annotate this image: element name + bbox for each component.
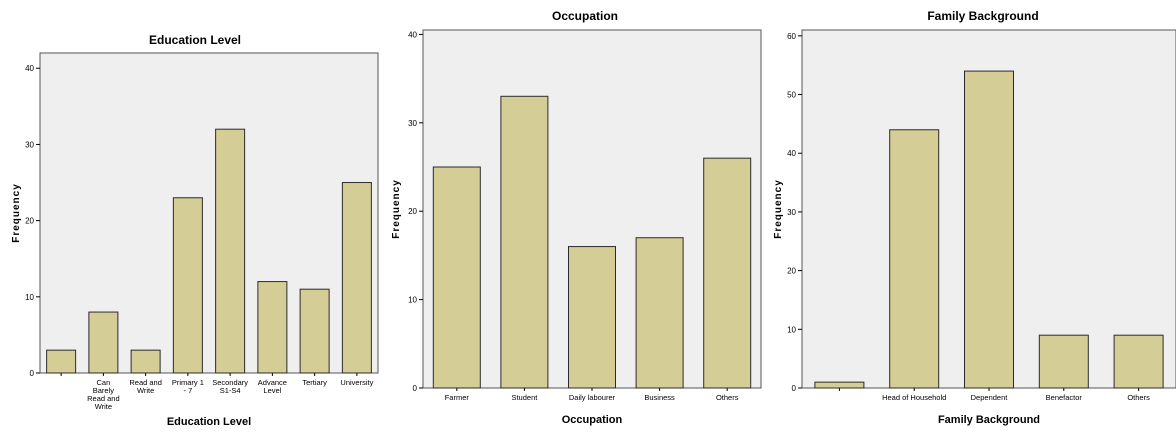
bar: [46, 349, 77, 374]
bar: [432, 166, 481, 389]
x-axis-label: Education Level: [167, 416, 251, 428]
bar: [172, 197, 203, 374]
x-tick-label: Daily labourer: [569, 393, 616, 402]
y-tick-label: 0: [30, 369, 35, 378]
y-tick-label: 0: [413, 384, 418, 393]
x-axis-tick-labels: Head of Household Dependent Benefactor Othe…: [838, 388, 1150, 402]
x-axis-tick-labels: Can Barely Read and Write Read and Write Prima…: [60, 373, 374, 411]
bar: [299, 288, 330, 374]
x-axis-label: Family Background: [938, 414, 1040, 426]
x-tick-label: Primary 1- 7: [172, 378, 204, 395]
bar: [341, 182, 372, 374]
bar: [215, 128, 246, 374]
x-axis-label: Occupation: [562, 414, 623, 426]
bar: [814, 381, 865, 389]
education-level-chart: Education Level 0 10 20 30 40 Can Barely Read …: [11, 33, 379, 428]
y-tick-label: 10: [787, 325, 796, 334]
chart-title: Family Background: [927, 9, 1038, 23]
bar: [257, 281, 288, 374]
y-tick-label: 20: [408, 207, 417, 216]
y-axis-ticks: 0 10 20 30 40: [25, 64, 40, 378]
y-axis-label: Frequency: [391, 179, 402, 239]
y-tick-label: 30: [408, 119, 417, 128]
x-tick-label: Dependent: [971, 393, 1009, 402]
y-tick-label: 20: [787, 267, 796, 276]
x-tick-label: Farmer: [445, 393, 470, 402]
x-tick-label: Can Barely Read and Write: [87, 378, 120, 411]
x-tick-label: Tertiary: [302, 378, 327, 387]
y-tick-label: 40: [25, 64, 34, 73]
y-axis-label: Frequency: [11, 183, 22, 243]
bar: [964, 70, 1014, 389]
chart-title: Occupation: [552, 9, 618, 23]
x-axis-tick-labels: Farmer Student Daily labourer Business Other…: [445, 388, 739, 402]
x-tick-label: Read and Write: [129, 378, 162, 395]
y-tick-label: 50: [787, 91, 796, 100]
y-tick-label: 60: [787, 32, 796, 41]
bar: [635, 237, 684, 389]
x-tick-label: Head of Household: [882, 393, 946, 402]
bars: [814, 70, 1164, 389]
y-tick-label: 30: [25, 140, 34, 149]
bar: [500, 95, 549, 389]
y-tick-label: 40: [787, 149, 796, 158]
bar: [1113, 334, 1164, 389]
y-tick-label: 20: [25, 217, 34, 226]
x-tick-label: Secondary S1-S4: [212, 378, 248, 395]
y-axis-ticks: 0 10 20 30 40: [408, 30, 423, 393]
x-tick-label: Advance Level: [258, 378, 287, 395]
x-tick-label: Others: [716, 393, 739, 402]
y-tick-label: 10: [25, 293, 34, 302]
bar: [703, 157, 752, 389]
x-tick-label: University: [340, 378, 373, 387]
bar: [130, 349, 161, 374]
bar: [889, 129, 940, 389]
bars: [432, 95, 752, 389]
bar: [1038, 334, 1089, 389]
x-tick-label: Others: [1127, 393, 1150, 402]
bar: [88, 311, 119, 374]
y-axis-ticks: 0 10 20 30 40 50 60: [787, 32, 802, 393]
y-tick-label: 10: [408, 296, 417, 305]
y-tick-label: 0: [792, 384, 797, 393]
bar: [568, 246, 616, 389]
y-tick-label: 40: [408, 30, 417, 39]
x-tick-label: Benefactor: [1046, 393, 1083, 402]
x-tick-label: Business: [644, 393, 675, 402]
chart-title: Education Level: [149, 33, 241, 47]
y-axis-label: Frequency: [773, 179, 784, 239]
y-tick-label: 30: [787, 208, 796, 217]
occupation-chart: Occupation 0 10 20 30 40 Farmer Student Daily …: [391, 9, 762, 426]
bars: [46, 128, 372, 374]
family-background-chart: Family Background 0 10 20 30 40 50 60 Head of …: [773, 9, 1176, 426]
x-tick-label: Student: [511, 393, 538, 402]
